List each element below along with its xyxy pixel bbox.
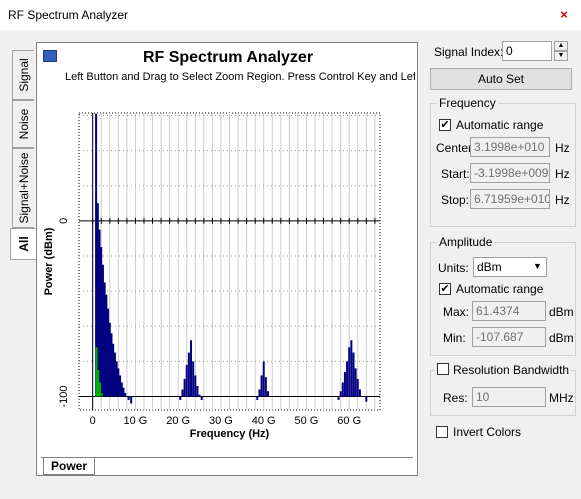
max-field[interactable]: 61.4374 [472,301,546,321]
plot-window: RF Spectrum Analyzer Left Button and Dra… [36,42,418,476]
invert-colors-label: Invert Colors [453,425,522,439]
tab-noise[interactable]: Noise [12,100,34,148]
stop-label: Stop: [441,193,470,207]
stop-field[interactable]: 6.71959e+010 [470,189,550,209]
tab-power[interactable]: Power [43,458,95,475]
window-icon [43,50,57,62]
tab-signal-label: Signal [16,58,31,92]
start-label: Start: [441,167,470,181]
res-label: Res: [443,391,468,405]
min-field[interactable]: -107.687 [472,327,546,347]
title-bar: RF Spectrum Analyzer × [0,0,581,30]
y-tick-label: 0 [58,218,70,224]
amplitude-auto-label: Automatic range [456,282,544,296]
frequency-auto-label: Automatic range [456,118,544,132]
signal-index-label: Signal Index: [434,45,504,59]
x-tick-label: 30 G [209,415,233,427]
amplitude-group: Amplitude Units: dBm ▼ ✔ Automatic range… [430,235,576,356]
spectrum-chart[interactable]: 0 10 G 20 G 30 G 40 G 50 G 60 G 0 -100 Frequency … [37,43,417,457]
window-title: RF Spectrum Analyzer [8,8,129,22]
res-unit: MHz [549,391,574,405]
tab-signal[interactable]: Signal [12,50,34,100]
max-unit: dBm [549,305,574,319]
res-field[interactable]: 10 [472,387,546,407]
plot-instructions: Left Button and Drag to Select Zoom Regi… [65,71,415,83]
invert-colors-checkbox[interactable] [436,426,448,438]
max-label: Max: [443,305,470,319]
auto-set-button[interactable]: Auto Set [430,68,572,90]
control-panel: Signal Index: 0 ▲ ▼ Auto Set Frequency ✔… [426,36,581,476]
center-unit: Hz [555,141,570,155]
x-tick-label: 50 G [295,415,319,427]
resolution-group: Resolution Bandwidth Res: 10 MHz [430,363,576,416]
units-label: Units: [438,261,469,275]
units-select-value: dBm [477,260,502,274]
tab-signal-noise[interactable]: Signal+Noise [12,148,34,228]
resolution-legend: Resolution Bandwidth [435,363,572,377]
plot-title: RF Spectrum Analyzer [142,49,314,66]
y-axis-label: Power (dBm) [43,227,55,295]
stop-unit: Hz [555,193,570,207]
spin-down-icon[interactable]: ▼ [554,51,568,61]
chevron-down-icon[interactable]: ▼ [533,261,542,271]
center-field[interactable]: 3.1998e+010 [470,137,550,157]
frequency-auto-checkbox[interactable]: ✔ [439,119,451,131]
tab-noise-label: Noise [16,108,31,140]
x-tick-label: 40 G [252,415,276,427]
tab-all[interactable]: All [10,228,36,260]
min-label: Min: [443,331,466,345]
x-tick-label: 60 G [337,415,361,427]
spin-up-icon[interactable]: ▲ [554,41,568,51]
min-unit: dBm [549,331,574,345]
center-label: Center: [436,141,476,155]
x-tick-label: 0 [90,415,96,427]
y-tick-label: -100 [58,385,70,407]
amplitude-legend: Amplitude [437,235,495,249]
frequency-legend: Frequency [437,96,498,110]
close-icon[interactable]: × [560,7,568,22]
start-unit: Hz [555,167,570,181]
tab-signal-noise-label: Signal+Noise [16,152,31,224]
tab-all-label: All [16,236,31,252]
start-field[interactable]: -3.1998e+009 [470,163,550,183]
x-tick-label: 20 G [166,415,190,427]
resolution-legend-label: Resolution Bandwidth [453,363,570,377]
frequency-group: Frequency ✔ Automatic range Center: 3.19… [430,96,576,227]
units-select[interactable]: dBm ▼ [473,257,547,277]
tab-strip [41,457,413,458]
x-axis-label: Frequency (Hz) [190,428,270,440]
amplitude-auto-checkbox[interactable]: ✔ [439,283,451,295]
x-tick-label: 10 G [124,415,148,427]
resolution-checkbox[interactable] [437,363,449,375]
signal-index-input[interactable]: 0 [502,41,552,61]
